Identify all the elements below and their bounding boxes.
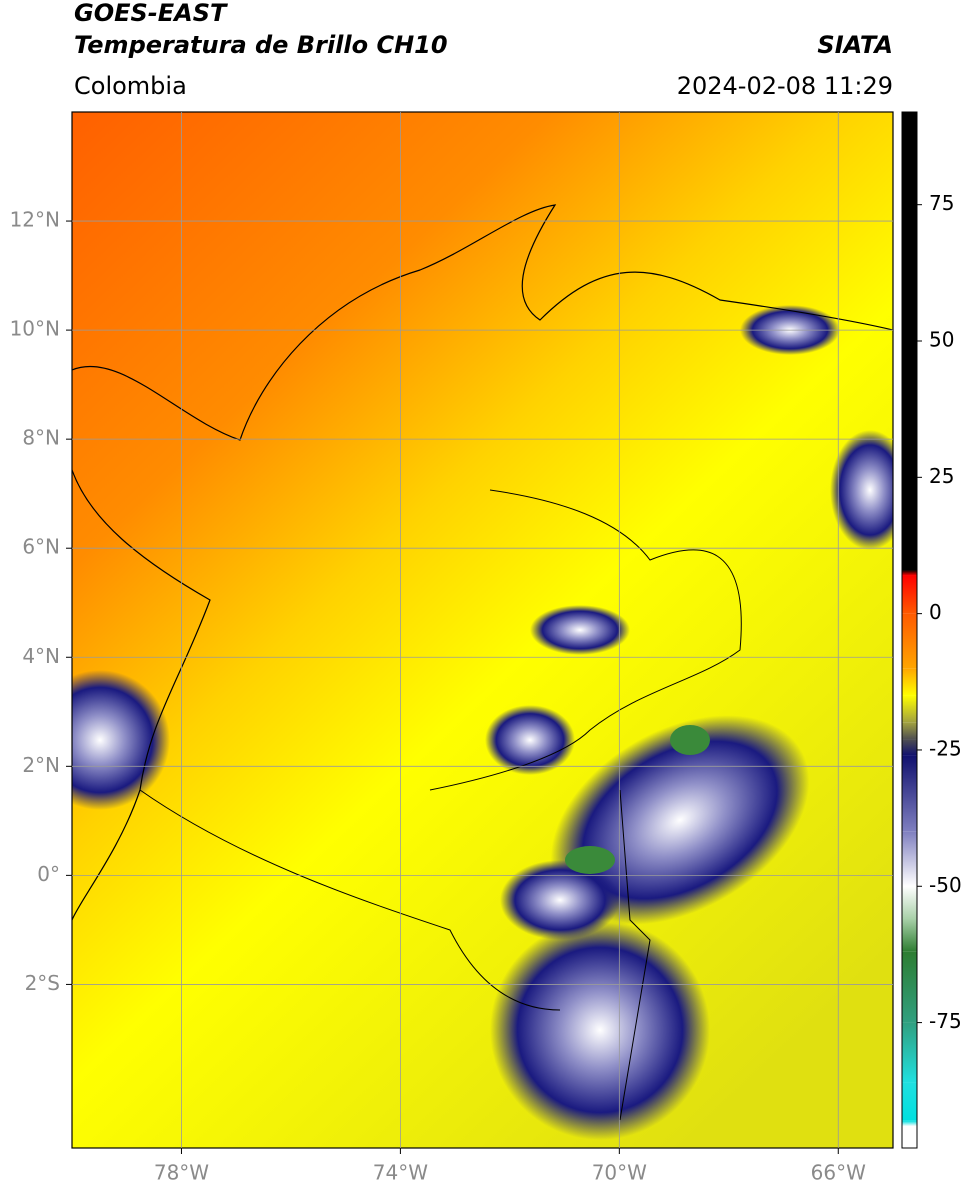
x-tick-label: 74°W: [373, 1161, 428, 1185]
colorbar-segment: [902, 1022, 917, 1083]
satellite-title: GOES-EAST: [74, 0, 228, 27]
colorbar-tick-label: -50: [929, 873, 962, 897]
cloud: [530, 605, 630, 655]
region-title: Colombia: [74, 72, 187, 100]
y-tick-label: 8°N: [22, 426, 60, 450]
colorbar-tick-label: -75: [929, 1009, 962, 1033]
colorbar-segment: [902, 668, 917, 696]
colorbar-segment: [902, 1120, 917, 1127]
colorbar-tick-label: -25: [929, 736, 962, 760]
colorbar-segment: [902, 739, 917, 756]
cold-top: [670, 725, 710, 755]
colorbar-segment: [902, 831, 917, 887]
y-tick-label: 4°N: [22, 644, 60, 668]
map-frame: [71, 111, 894, 1149]
y-tick-label: 6°N: [22, 535, 60, 559]
cloud: [500, 860, 620, 940]
colorbar-segment: [902, 112, 917, 571]
cloud: [830, 430, 893, 550]
cloud: [72, 670, 170, 810]
imagery: [72, 112, 893, 1148]
colorbar-frame: [901, 111, 918, 1149]
timestamp: 2024-02-08 11:29: [677, 72, 893, 100]
source-title: SIATA: [817, 31, 893, 59]
colorbar-segment: [902, 951, 917, 1023]
x-tick-label: 70°W: [592, 1161, 647, 1185]
x-tick-label: 78°W: [154, 1161, 209, 1185]
product-title: Temperatura de Brillo CH10: [74, 31, 448, 59]
border: [139, 489, 742, 1121]
colorbar-segment: [902, 886, 917, 919]
colorbar-segment: [902, 755, 917, 832]
colorbar-segment: [902, 722, 917, 740]
x-tick-label: 66°W: [811, 1161, 866, 1185]
colorbar-segment: [902, 1126, 917, 1148]
coastline: [72, 204, 893, 921]
y-tick-label: 10°N: [10, 317, 60, 341]
y-tick-label: 0°: [37, 862, 60, 886]
y-tick-label: 2°S: [25, 971, 60, 995]
colorbar-segment: [902, 570, 917, 576]
colorbar-tick-label: 50: [929, 328, 954, 352]
colorbar-segment: [902, 1082, 917, 1121]
cloud: [550, 715, 810, 925]
cloud: [485, 705, 575, 775]
colorbar-segment: [902, 695, 917, 723]
y-tick-label: 12°N: [10, 208, 60, 232]
colorbar-tick-label: 25: [929, 464, 954, 488]
colorbar-segment: [902, 613, 917, 669]
y-tick-label: 2°N: [22, 753, 60, 777]
colorbar-segment: [902, 918, 917, 952]
map-image: [72, 112, 893, 1148]
cold-top: [565, 846, 615, 874]
colorbar-tick-label: 0: [929, 600, 942, 624]
cloud: [490, 920, 710, 1140]
colorbar-segment: [902, 575, 917, 614]
colorbar-tick-label: 75: [929, 191, 954, 215]
